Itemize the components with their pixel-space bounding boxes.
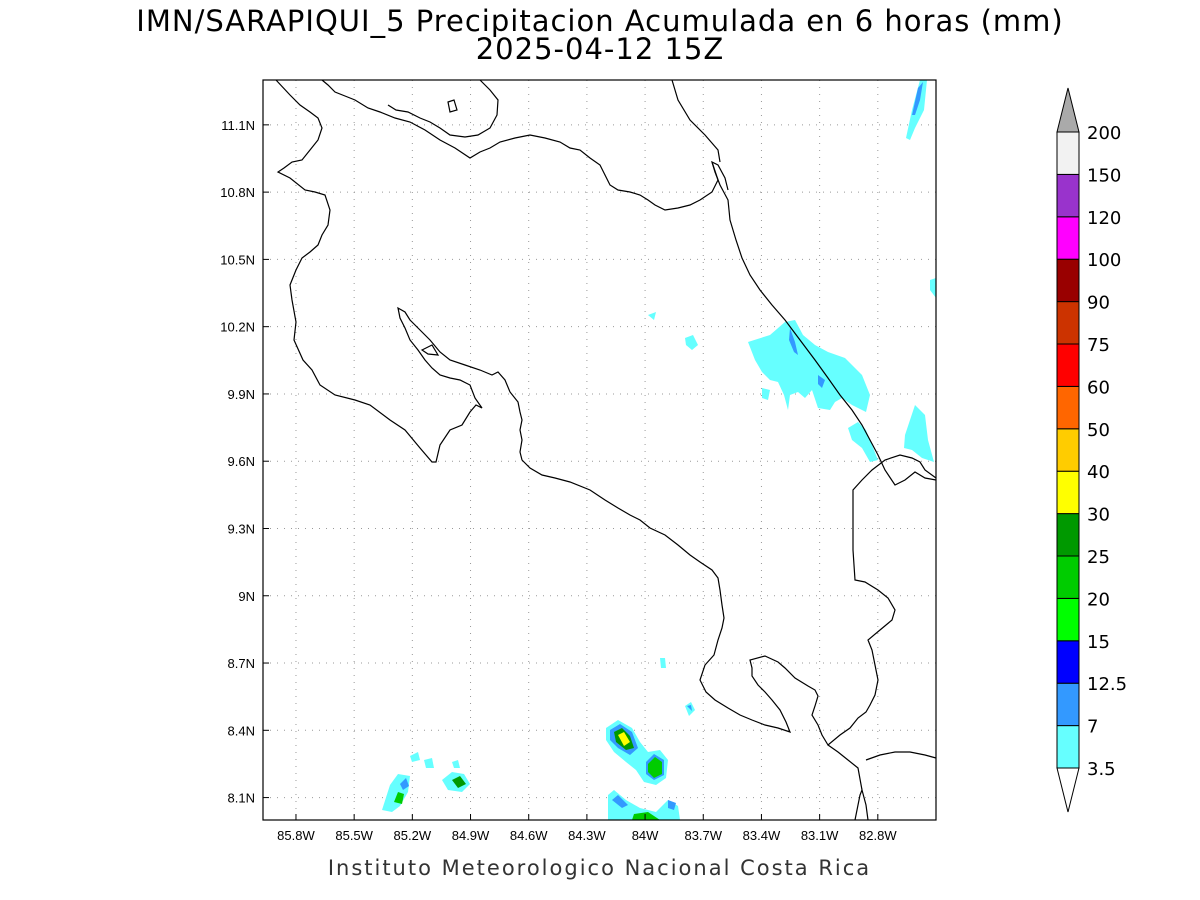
rain-area [818,375,825,388]
colorbar-label: 25 [1087,547,1110,568]
y-tick-label: 9.6N [228,454,255,469]
rain-area [912,82,923,115]
colorbar-swatch [1056,555,1080,599]
colorbar-swatch [1056,258,1080,303]
colorbar-label: 120 [1087,208,1121,229]
rain-area [632,812,660,820]
colorbar-label: 100 [1087,250,1121,271]
x-tick-label: 84.6W [510,828,548,843]
x-tick-label: 84W [632,828,659,843]
y-tick-label: 10.2N [220,320,255,335]
rain-area [930,278,936,298]
colorbar-swatch [1056,385,1080,430]
x-tick-label: 83.7W [684,828,722,843]
x-axis-ticks: 85.8W 85.5W 85.2W 84.9W 84.6W 84.3W 84W 83.7W 83… [277,814,897,843]
coastlines [275,79,937,821]
x-tick-label: 84.3W [568,828,606,843]
rain-area [452,776,466,788]
y-axis-ticks: 11.1N 10.8N 10.5N 10.2N 9.9N 9.6N 9.3N 9N 8.7N 8.… [220,118,269,806]
colorbar-label: 20 [1087,589,1110,610]
colorbar-under-triangle [1056,767,1080,813]
colorbar: 3.5 7 12.5 15 20 25 30 40 50 60 75 90 100 120 150 200 [1056,87,1127,813]
y-tick-label: 9N [238,589,255,604]
rain-area [612,795,628,808]
x-tick-label: 85.2W [394,828,432,843]
colorbar-label: 40 [1087,462,1110,483]
rain-area [848,422,878,462]
rain-area [668,800,676,810]
y-tick-label: 10.8N [220,185,255,200]
colorbar-label: 7 [1087,717,1098,738]
rain-area [685,335,698,350]
colorbar-swatch [1056,216,1080,260]
colorbar-swatch [1056,682,1080,727]
colorbar-swatch [1056,513,1080,557]
colorbar-swatch [1056,301,1080,345]
rain-area [410,752,420,762]
x-tick-label: 85.5W [335,828,373,843]
rain-area [648,757,662,778]
y-tick-label: 9.9N [228,387,255,402]
y-tick-label: 8.4N [228,723,255,738]
footer-credit: Instituto Meteorologico Nacional Costa R… [327,856,872,880]
map-frame [262,79,937,821]
colorbar-label: 150 [1087,165,1121,186]
colorbar-label: 60 [1087,377,1110,398]
map-datetime: 2025-04-12 15Z [475,32,725,66]
colorbar-swatch [1056,131,1080,175]
colorbar-swatch [1056,428,1080,472]
colorbar-label: 200 [1087,123,1121,144]
x-tick-label: 84.9W [452,828,490,843]
rain-area [789,328,798,355]
precipitation-field [382,80,936,820]
colorbar-label: 75 [1087,335,1110,356]
colorbar-label: 15 [1087,632,1110,653]
rain-area [660,658,666,668]
x-tick-label: 83.1W [801,828,839,843]
rain-area [424,758,434,768]
colorbar-label: 50 [1087,420,1110,441]
rain-area [394,792,404,804]
y-tick-label: 8.7N [228,656,255,671]
rain-area [618,732,630,746]
colorbar-label: 3.5 [1087,759,1116,780]
rain-area [452,760,460,768]
rain-area [687,705,692,711]
x-tick-label: 85.8W [277,828,315,843]
colorbar-swatch [1056,343,1080,387]
rain-area [608,790,680,820]
gridlines [263,80,936,820]
colorbar-swatch [1056,470,1080,515]
colorbar-swatch [1056,725,1080,769]
y-tick-label: 11.1N [221,118,255,133]
colorbar-swatch [1056,640,1080,684]
colorbar-label: 12.5 [1087,674,1127,695]
y-tick-label: 8.1N [228,791,255,806]
colorbar-label: 30 [1087,505,1110,526]
x-tick-label: 83.4W [743,828,781,843]
rain-area [648,312,656,320]
colorbar-swatch [1056,173,1080,218]
y-tick-label: 9.3N [228,521,255,536]
rain-area [748,320,870,412]
map-title: IMN/SARAPIQUI_5 Precipitacion Acumulada … [136,4,1064,38]
x-tick-label: 82.8W [859,828,897,843]
rain-area [904,405,934,462]
colorbar-swatch [1056,597,1080,642]
rain-area [762,388,770,400]
colorbar-over-triangle [1056,87,1080,133]
colorbar-label: 90 [1087,293,1110,314]
y-tick-label: 10.5N [220,252,255,267]
rain-area [400,778,409,790]
